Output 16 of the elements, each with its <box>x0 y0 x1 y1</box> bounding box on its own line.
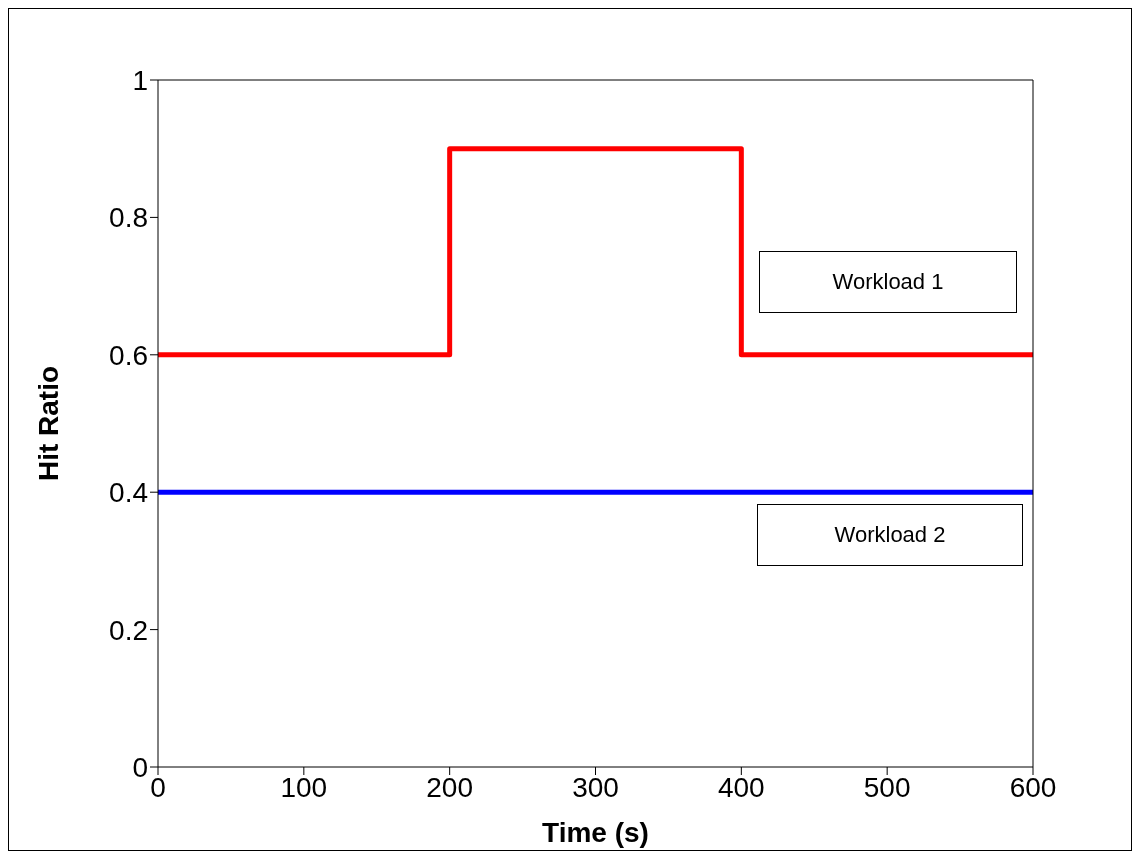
x-tick-label: 300 <box>572 771 619 803</box>
y-axis-title: Hit Ratio <box>32 365 64 482</box>
y-tick-label: 1 <box>132 64 148 96</box>
y-tick-label: 0.8 <box>109 202 148 234</box>
x-tick-label: 400 <box>717 771 765 803</box>
x-axis-title: Time (s) <box>542 817 649 848</box>
x-tick-label: 500 <box>863 771 911 803</box>
x-tick-label: 100 <box>280 771 328 803</box>
y-tick-label: 0.6 <box>109 339 148 371</box>
name-box: Workload 1 <box>759 251 1017 313</box>
name-box: Workload 2 <box>757 504 1023 566</box>
x-tick-label: 200 <box>426 771 474 803</box>
y-tick-label: 0.2 <box>109 614 148 646</box>
y-tick-label: 0 <box>132 751 148 783</box>
x-tick-label: 600 <box>1009 771 1057 803</box>
y-tick-label: 0.4 <box>109 477 148 509</box>
